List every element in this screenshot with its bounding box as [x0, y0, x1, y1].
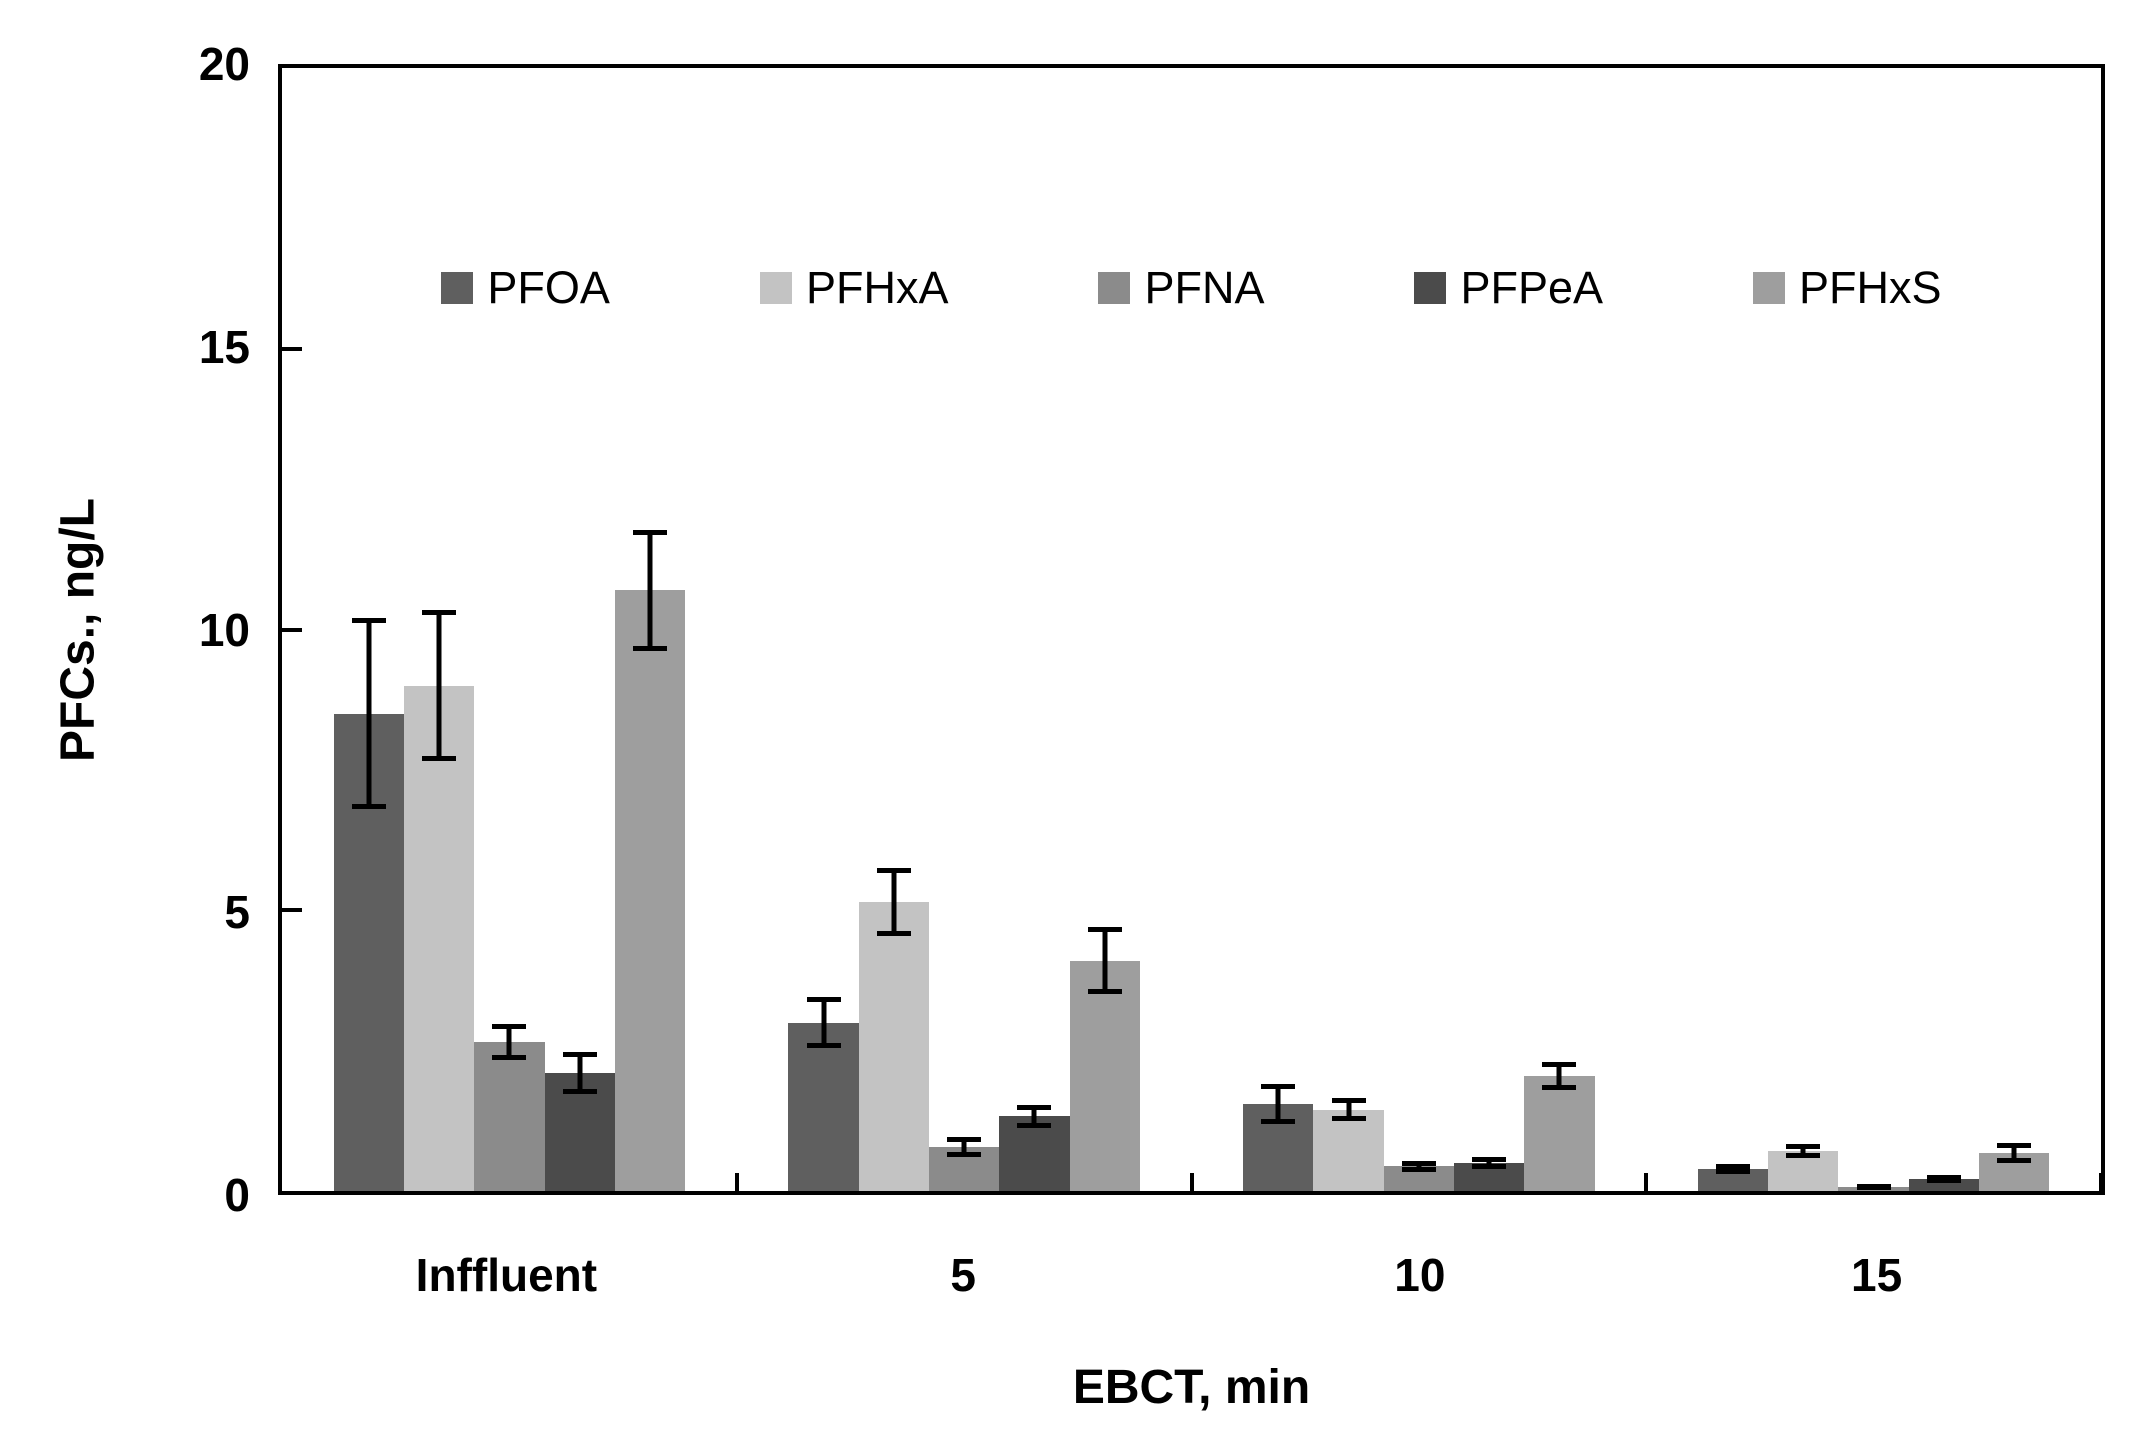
error-bar-part: [1486, 1157, 1492, 1169]
legend-swatch-pfna: [1098, 272, 1131, 304]
error-bar-part: [1416, 1160, 1422, 1172]
error-bar-part: [1542, 1084, 1577, 1090]
bar-pfna: [474, 1042, 545, 1191]
error-bar-part: [1997, 1157, 2032, 1163]
error-bar-part: [2011, 1142, 2017, 1163]
error-bar-part: [1786, 1153, 1821, 1159]
error-bar-part: [1856, 1184, 1891, 1190]
y-axis-tick: [282, 627, 302, 632]
y-tick-label: 10: [198, 603, 250, 656]
error-bar-part: [351, 804, 386, 810]
error-bar-part: [1331, 1115, 1366, 1121]
bar-group-10: [1192, 68, 1647, 1191]
y-tick-label: 15: [198, 320, 250, 373]
y-axis-tick: [282, 908, 302, 913]
x-axis-tick: [1644, 1173, 1649, 1191]
y-tick-label: 5: [224, 886, 250, 939]
error-bar-part: [947, 1152, 982, 1158]
error-bar-part: [1087, 989, 1122, 995]
error-bar-part: [366, 618, 372, 810]
bar-pfhxs: [1524, 1075, 1595, 1191]
x-category-label: 10: [1394, 1249, 1446, 1301]
x-category-label: 5: [950, 1249, 976, 1301]
error-bar-part: [1730, 1163, 1736, 1174]
bar-pfpea: [999, 1116, 1070, 1191]
legend-label-pfhxa: PFHxA: [805, 262, 949, 313]
legend-item-pfoa: PFOA: [441, 262, 610, 314]
x-axis-tick: [2099, 1173, 2103, 1191]
error-bar-part: [492, 1055, 527, 1061]
x-axis-tick: [734, 1173, 739, 1191]
error-bar-part: [577, 1051, 583, 1095]
error-bar-part: [821, 997, 827, 1048]
bar-group-inffluent: [282, 68, 737, 1191]
error-bar-part: [632, 645, 667, 651]
bar-pfhxs: [614, 590, 686, 1191]
error-bar-part: [806, 1042, 841, 1048]
error-bar-part: [961, 1137, 967, 1158]
y-tick-label: 0: [224, 1169, 250, 1221]
legend-swatch-pfhxa: [759, 272, 792, 304]
error-bar-part: [1275, 1084, 1281, 1124]
error-bar-part: [1031, 1105, 1037, 1128]
error-bar-part: [891, 868, 897, 936]
error-bar-part: [1401, 1166, 1436, 1172]
error-bar-part: [1556, 1061, 1562, 1090]
legend: PFOA PFHxA PFNA PFPeA PFHxS: [278, 256, 2105, 320]
legend-item-pfhxa: PFHxA: [759, 262, 949, 314]
error-bar-part: [436, 609, 442, 762]
error-bar-part: [1102, 927, 1108, 995]
error-bar-part: [1017, 1122, 1052, 1128]
error-bar-part: [647, 529, 653, 651]
x-axis-title: EBCT, min: [1072, 1361, 1311, 1414]
bar-pfhxa: [403, 685, 475, 1191]
bar-group-5: [737, 68, 1192, 1191]
error-bar-part: [1472, 1163, 1507, 1169]
x-category-label: Inffluent: [415, 1249, 598, 1301]
error-bar-part: [1926, 1178, 1961, 1184]
bar-pfoa: [1697, 1168, 1769, 1191]
bar-pfpea: [1908, 1179, 1980, 1191]
error-bar-part: [1261, 1118, 1296, 1124]
legend-item-pfpea: PFPeA: [1414, 262, 1603, 314]
y-axis-tick: [282, 346, 302, 351]
legend-item-pfhxs: PFHxS: [1753, 262, 1942, 314]
plot-area: [278, 64, 2105, 1195]
legend-label-pfpea: PFPeA: [1460, 262, 1604, 313]
legend-item-pfna: PFNA: [1098, 262, 1264, 314]
error-bar-part: [1800, 1143, 1806, 1159]
bar-pfhxa: [1313, 1109, 1384, 1191]
x-axis-category-labels: Inffluent 5 10 15: [278, 1248, 2105, 1318]
error-bar-part: [506, 1024, 512, 1061]
error-bar-part: [1716, 1168, 1751, 1174]
legend-label-pfna: PFNA: [1144, 262, 1265, 313]
legend-swatch-pfoa: [441, 272, 474, 304]
y-tick-label: 20: [198, 38, 250, 90]
x-axis-tick: [1189, 1173, 1194, 1191]
legend-swatch-pfhxs: [1753, 272, 1786, 304]
y-axis-tick-labels: 0 5 10 15 20: [60, 41, 250, 1218]
bar-pfoa: [788, 1022, 859, 1191]
error-bar-part: [876, 930, 911, 936]
error-bar-part: [1346, 1098, 1352, 1121]
legend-swatch-pfpea: [1414, 272, 1447, 304]
bar-pfhxa: [858, 901, 929, 1191]
x-category-label: 15: [1851, 1249, 1903, 1301]
error-bar-part: [422, 756, 457, 762]
error-bar-part: [562, 1089, 597, 1095]
legend-label-pfhxs: PFHxS: [1799, 262, 1942, 313]
legend-label-pfoa: PFOA: [487, 262, 610, 313]
bar-pfhxs: [1069, 960, 1140, 1191]
bar-group-15: [1646, 68, 2101, 1191]
